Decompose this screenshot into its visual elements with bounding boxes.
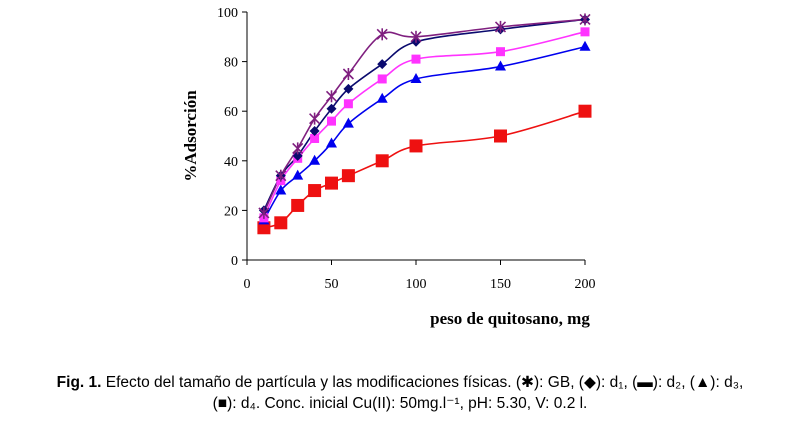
point-GB [292, 142, 304, 155]
point-d3 [376, 92, 388, 103]
y-tick-label: 80 [224, 56, 238, 71]
point-d1 [326, 103, 337, 114]
point-GB [579, 13, 591, 26]
point-d4 [257, 221, 271, 235]
series-line-GB [263, 18, 586, 214]
point-GB [325, 90, 338, 103]
point-GB [494, 20, 507, 33]
y-tick-label: 0 [231, 254, 238, 269]
x-tick-label: 150 [490, 277, 511, 292]
y-tick-label: 40 [224, 155, 238, 170]
caption-line-2: (■): d₄. Conc. inicial Cu(II): 50mg.l⁻¹,… [212, 395, 588, 412]
series-line-d1 [263, 18, 586, 211]
series-line-d3 [263, 45, 586, 221]
series-markers [257, 13, 592, 235]
point-d4 [325, 176, 338, 190]
point-d4 [375, 154, 389, 168]
point-d2 [343, 99, 353, 109]
point-GB [275, 169, 287, 182]
y-axis-title: %Adsorción [181, 90, 200, 182]
point-d2 [310, 133, 320, 143]
point-GB [376, 28, 388, 41]
series-line-d2 [263, 31, 586, 219]
point-d3 [579, 40, 591, 51]
caption-text-1: Efecto del tamaño de partícula y las mod… [105, 374, 744, 391]
point-d2 [411, 54, 421, 64]
x-tick-label: 50 [325, 277, 339, 292]
point-d2 [496, 47, 505, 57]
point-d1 [292, 150, 303, 161]
point-d3 [342, 117, 354, 128]
axes: 0 20 40 60 80 100 0 50 100 150 200 [217, 6, 596, 292]
point-d4 [274, 216, 288, 230]
point-d1 [309, 126, 320, 137]
point-d4 [578, 104, 592, 118]
point-d4 [291, 198, 305, 212]
point-d4 [494, 129, 507, 143]
y-tick-label: 100 [217, 6, 238, 21]
point-d3 [495, 60, 506, 71]
point-GB [309, 112, 321, 125]
x-axis-title: peso de quitosano, mg [430, 309, 590, 328]
series-lines [263, 18, 586, 229]
point-GB [342, 68, 354, 80]
caption-figure-label: Fig. 1. [56, 374, 102, 391]
adsorption-chart: 0 20 40 60 80 100 0 50 100 150 200 peso de quitosa… [181, 6, 596, 328]
point-GB [410, 30, 422, 43]
point-d3 [275, 184, 287, 195]
x-tick-label: 200 [575, 277, 596, 292]
point-d4 [341, 169, 355, 183]
point-d1 [343, 83, 354, 94]
x-tick-label: 0 [244, 277, 251, 292]
point-d3 [326, 137, 337, 148]
point-d2 [377, 74, 387, 84]
y-tick-label: 60 [224, 105, 238, 120]
point-d3 [309, 154, 321, 165]
figure-caption: Fig. 1. Efecto del tamaño de partícula y… [0, 372, 800, 414]
point-d3 [410, 72, 422, 83]
point-d1 [377, 59, 388, 70]
x-tick-label: 100 [406, 277, 427, 292]
point-d4 [308, 184, 322, 198]
point-GB [258, 206, 270, 219]
point-d4 [409, 139, 423, 153]
point-d3 [292, 169, 304, 180]
caption-line-1: Fig. 1. Efecto del tamaño de partícula y… [0, 372, 800, 393]
point-d2 [580, 27, 590, 37]
point-d2 [327, 116, 336, 126]
y-tick-label: 20 [224, 204, 238, 219]
